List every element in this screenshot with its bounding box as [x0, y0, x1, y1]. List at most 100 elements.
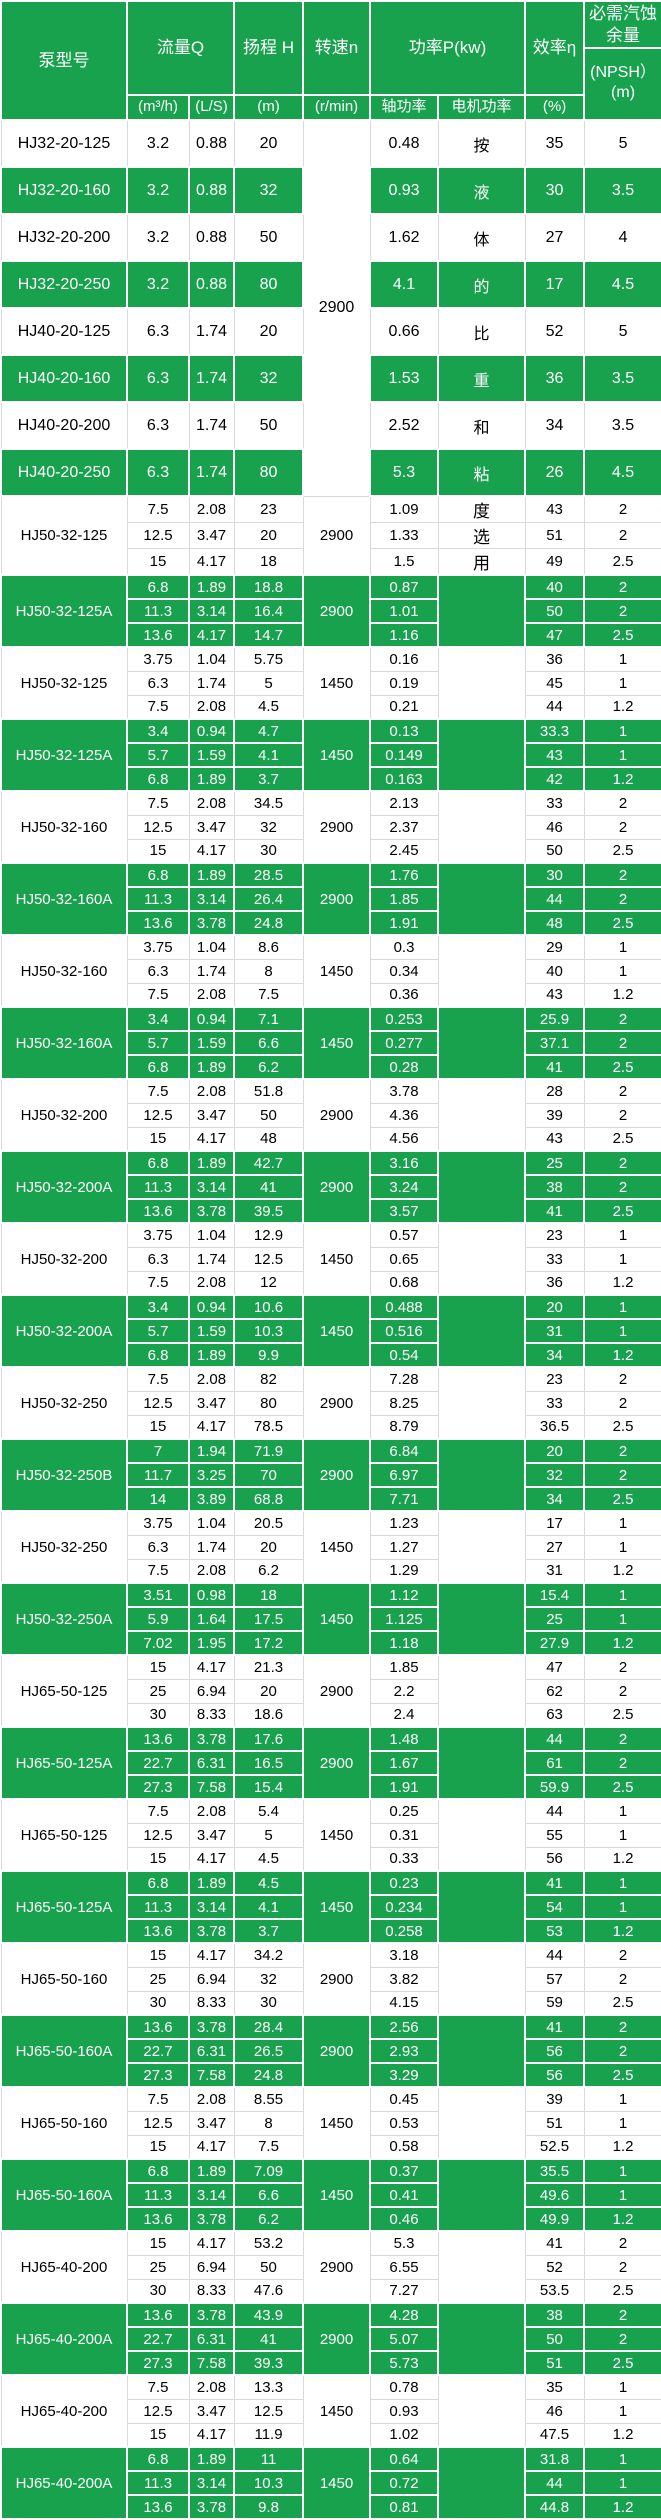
cell-motor-power	[437, 2302, 527, 2376]
cell-efficiency: 61	[524, 1750, 586, 1776]
cell-npsh: 2	[583, 1678, 661, 1704]
cell-model: HJ65-50-125	[0, 1798, 128, 1872]
cell-flow-m3h: 7.5	[126, 2374, 190, 2400]
cell-efficiency: 34	[524, 1342, 586, 1368]
cell-efficiency: 36.5	[524, 1414, 585, 1440]
cell-shaft-power: 1.91	[369, 1774, 440, 1800]
cell-efficiency: 17	[524, 260, 586, 309]
cell-head: 4.1	[233, 1894, 305, 1920]
cell-npsh: 2.5	[583, 838, 661, 864]
cell-npsh: 1	[583, 1894, 661, 1920]
cell-shaft-power: 4.28	[369, 2302, 440, 2328]
cell-flow-ls: 1.59	[187, 742, 236, 768]
cell-shaft-power: 3.24	[369, 1174, 440, 1200]
header-head: 扬程 H	[233, 0, 305, 96]
cell-efficiency: 50	[524, 838, 585, 864]
cell-head: 50	[233, 2254, 304, 2280]
cell-efficiency: 49	[524, 548, 585, 576]
cell-flow-m3h: 6.3	[126, 958, 190, 984]
cell-flow-ls: 2.08	[188, 1270, 235, 1296]
cell-head: 78.5	[233, 1414, 304, 1440]
cell-flow-m3h: 25	[126, 1678, 190, 1704]
cell-shaft-power: 6.84	[369, 1438, 440, 1464]
cell-npsh: 3.5	[583, 166, 661, 215]
cell-efficiency: 42	[524, 766, 586, 792]
cell-flow-ls: 2.08	[188, 1558, 235, 1584]
cell-efficiency: 33.3	[524, 718, 586, 744]
cell-head: 3.7	[233, 1918, 305, 1944]
cell-npsh: 3.5	[583, 401, 661, 450]
cell-shaft-power: 3.18	[369, 1942, 439, 1968]
cell-flow-m3h: 5.7	[126, 1318, 190, 1344]
cell-efficiency: 41	[524, 1870, 586, 1896]
cell-shaft-power: 0.25	[369, 1798, 439, 1824]
cell-efficiency: 38	[524, 1174, 586, 1200]
cell-flow-m3h: 3.4	[126, 1006, 190, 1032]
cell-efficiency: 30	[524, 862, 586, 888]
cell-head: 7.5	[233, 2134, 304, 2160]
cell-npsh: 2.5	[583, 1486, 661, 1512]
cell-head: 26.5	[233, 2038, 305, 2064]
cell-flow-m3h: 14	[126, 1486, 190, 1512]
cell-flow-ls: 7.58	[187, 1774, 236, 1800]
cell-npsh: 1	[583, 646, 661, 672]
cell-model: HJ32-20-125	[0, 119, 128, 168]
cell-flow-m3h: 6.8	[126, 1870, 190, 1896]
cell-efficiency: 51	[524, 2350, 586, 2376]
cell-shaft-power: 0.19	[369, 670, 439, 696]
cell-flow-ls: 3.14	[187, 1894, 236, 1920]
cell-flow-m3h: 12.5	[126, 814, 190, 840]
cell-flow-m3h: 7.5	[126, 790, 190, 816]
cell-npsh: 4.5	[583, 260, 661, 309]
cell-shaft-power: 0.23	[369, 1870, 440, 1896]
cell-npsh: 2	[583, 1078, 661, 1104]
cell-npsh: 1	[583, 2470, 661, 2496]
cell-head: 8	[233, 958, 304, 984]
cell-motor-note: 按	[437, 119, 526, 168]
cell-shaft-power: 0.45	[369, 2086, 439, 2112]
cell-shaft-power: 0.277	[369, 1030, 440, 1056]
cell-head: 7.09	[233, 2158, 305, 2184]
cell-npsh: 2.5	[583, 2062, 661, 2088]
cell-head: 4.1	[233, 742, 305, 768]
cell-speed: 1450	[302, 646, 371, 720]
cell-head: 7.1	[233, 1006, 305, 1032]
cell-head: 51.8	[233, 1078, 304, 1104]
cell-efficiency: 27.9	[524, 1630, 586, 1656]
cell-efficiency: 35	[524, 119, 585, 168]
cell-flow-m3h: 6.8	[126, 862, 190, 888]
cell-shaft-power: 0.78	[369, 2374, 439, 2400]
cell-flow-ls: 7.58	[187, 2062, 236, 2088]
cell-model: HJ65-40-200	[0, 2230, 128, 2304]
cell-flow-m3h: 7.5	[126, 2086, 190, 2112]
cell-flow-ls: 8.33	[188, 1990, 235, 2016]
cell-head: 41	[233, 2326, 305, 2352]
cell-speed: 1450	[302, 2158, 372, 2232]
cell-head: 18	[233, 1582, 305, 1608]
cell-motor-power	[437, 1294, 527, 1368]
cell-motor-power	[437, 1582, 527, 1656]
cell-flow-m3h: 3.2	[126, 260, 190, 309]
cell-npsh: 2	[583, 1462, 661, 1488]
cell-npsh: 2	[583, 1150, 661, 1176]
cell-flow-m3h: 7.02	[126, 1630, 190, 1656]
cell-model: HJ40-20-160	[0, 354, 128, 403]
header-efficiency: 效率η	[524, 0, 586, 96]
cell-npsh: 2	[583, 2302, 661, 2328]
cell-motor-note: 液	[437, 166, 527, 215]
cell-flow-m3h: 30	[126, 2278, 190, 2304]
cell-flow-ls: 3.25	[187, 1462, 236, 1488]
cell-head: 17.2	[233, 1630, 305, 1656]
cell-speed: 1450	[302, 1582, 372, 1656]
cell-flow-ls: 4.17	[188, 2134, 235, 2160]
cell-efficiency: 46	[524, 814, 585, 840]
cell-speed: 2900	[302, 1366, 371, 1440]
cell-motor-power	[437, 718, 527, 792]
cell-flow-ls: 1.64	[187, 1606, 236, 1632]
cell-flow-ls: 1.89	[187, 574, 236, 600]
cell-head: 34.2	[233, 1942, 304, 1968]
cell-npsh: 1	[583, 2182, 661, 2208]
cell-efficiency: 44	[524, 1942, 585, 1968]
cell-head: 47.6	[233, 2278, 304, 2304]
cell-efficiency: 25	[524, 1150, 586, 1176]
